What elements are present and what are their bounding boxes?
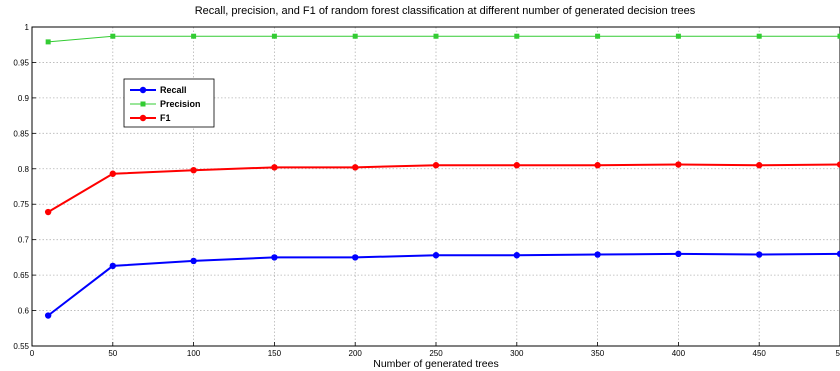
chart-title: Recall, precision, and F1 of random fore… xyxy=(195,5,696,17)
data-point-precision xyxy=(110,33,116,39)
data-point-recall xyxy=(675,250,682,258)
series-line-precision xyxy=(48,35,840,43)
data-point-recall xyxy=(836,250,840,258)
plot-area-border xyxy=(31,26,840,347)
y-tick-label: 0.6 xyxy=(18,307,30,316)
data-point-precision xyxy=(271,33,277,39)
data-point-recall xyxy=(756,251,763,258)
data-point-f1 xyxy=(594,162,601,169)
data-point-f1 xyxy=(44,208,52,216)
legend-marker-precision xyxy=(140,101,146,107)
legend-marker-recall xyxy=(139,86,147,94)
data-point-precision xyxy=(433,33,439,39)
data-point-recall xyxy=(190,257,197,265)
data-point-f1 xyxy=(271,164,278,171)
legend-label-recall: Recall xyxy=(160,85,187,95)
data-point-f1 xyxy=(513,162,520,169)
grid xyxy=(32,27,840,346)
y-tick-label: 0.85 xyxy=(13,129,29,138)
legend-label-f1: F1 xyxy=(160,113,171,123)
data-point-precision xyxy=(45,39,51,45)
data-point-f1 xyxy=(675,161,682,168)
y-tick-label: 0.8 xyxy=(18,165,30,174)
y-tick-label: 0.75 xyxy=(13,200,29,209)
data-point-recall xyxy=(44,312,52,319)
data-point-precision xyxy=(675,33,681,39)
x-tick-label: 50 xyxy=(836,349,840,358)
x-tick-label: 50 xyxy=(108,349,117,358)
data-point-recall xyxy=(513,252,520,259)
data-point-f1 xyxy=(432,162,440,169)
x-tick-label: 100 xyxy=(187,349,201,358)
x-tick-label: 450 xyxy=(753,349,767,358)
series-line-recall xyxy=(47,252,840,317)
y-tick-label: 0.55 xyxy=(13,342,29,351)
x-axis-label: Number of generated trees xyxy=(373,358,499,370)
x-tick-label: 0 xyxy=(30,349,35,358)
series-layer xyxy=(44,33,840,319)
data-point-f1 xyxy=(352,164,359,171)
x-tick-label: 300 xyxy=(510,349,524,358)
y-tick-label: 1 xyxy=(25,23,30,32)
x-tick-label: 250 xyxy=(429,349,443,358)
data-point-recall xyxy=(271,254,278,261)
data-point-precision xyxy=(352,33,358,39)
x-tick-label: 400 xyxy=(672,349,686,358)
legend-marker-f1 xyxy=(139,114,147,122)
data-point-recall xyxy=(594,251,601,258)
data-point-f1 xyxy=(836,161,840,168)
data-point-f1 xyxy=(109,170,117,177)
y-tick-label: 0.95 xyxy=(13,58,29,67)
data-point-precision xyxy=(514,33,520,39)
series-line-f1 xyxy=(47,163,840,213)
data-point-precision xyxy=(595,33,601,39)
x-tick-label: 350 xyxy=(591,349,605,358)
data-point-precision xyxy=(191,33,197,39)
y-tick-label: 0.9 xyxy=(18,94,30,103)
legend: Recall Precision F1 xyxy=(123,78,215,128)
data-point-recall xyxy=(352,254,359,261)
data-point-recall xyxy=(432,252,440,259)
legend-label-precision: Precision xyxy=(160,99,201,109)
data-point-f1 xyxy=(756,162,763,169)
x-tick-label: 200 xyxy=(349,349,363,358)
data-point-recall xyxy=(109,262,117,270)
axis-ticks: 0 50 100 150 200 250 300 350 400 450 50 0.55 0.6 0.65… xyxy=(13,23,840,358)
y-tick-label: 0.7 xyxy=(18,236,30,245)
y-tick-label: 0.65 xyxy=(13,271,29,280)
data-point-precision xyxy=(837,33,840,39)
data-point-precision xyxy=(756,33,762,39)
data-point-f1 xyxy=(190,166,197,174)
x-tick-label: 150 xyxy=(268,349,282,358)
